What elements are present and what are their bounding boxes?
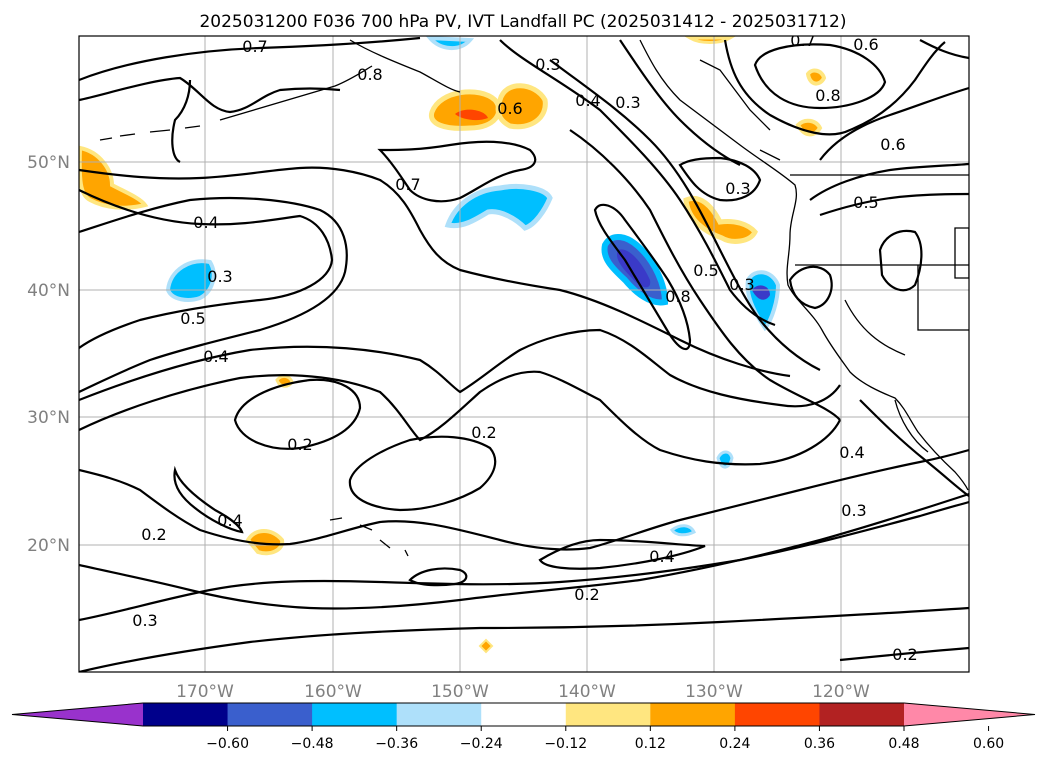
neg-patch — [745, 270, 781, 332]
colorbar-bin — [734, 703, 820, 726]
lat-labels: 50°N 40°N 30°N 20°N — [27, 153, 70, 556]
contour-labels: 0.7 0.8 0.3 0.6 0.4 0.3 0.7 0.6 0.8 0.6 … — [132, 31, 917, 664]
contour-label: 0.6 — [497, 99, 522, 118]
lat-label: 40°N — [27, 281, 70, 301]
colorbar-tick-label: −0.12 — [544, 736, 587, 752]
map-title: 2025031200 F036 700 hPa PV, IVT Landfall… — [199, 12, 846, 32]
contour-label: 0.3 — [207, 267, 232, 286]
contour-label: 0.2 — [471, 423, 496, 442]
pos-patch — [495, 83, 548, 130]
contour-label: 0.7 — [790, 31, 815, 50]
contour-label: 0.6 — [853, 35, 878, 54]
colorbar-tick-label: 0.48 — [888, 736, 919, 752]
colorbar: −0.60 −0.48 −0.36 −0.24 −0.12 0.12 0.24 0.36 0.4… — [11, 702, 1036, 752]
contour-label: 0.6 — [880, 135, 905, 154]
lat-label: 50°N — [27, 153, 70, 173]
colorbar-extend-min — [12, 703, 143, 726]
colorbar-tick-label: 0.12 — [635, 736, 666, 752]
colorbar-tick-label: 0.60 — [973, 736, 1004, 752]
contour-label: 0.4 — [839, 443, 864, 462]
pos-patch — [478, 638, 494, 654]
colorbar-tick-label: 0.36 — [804, 736, 835, 752]
pos-patch — [684, 36, 736, 44]
lon-label: 140°W — [558, 682, 616, 702]
contour-label: 0.2 — [574, 585, 599, 604]
pos-patch — [245, 529, 285, 556]
contour-label: 0.8 — [357, 65, 382, 84]
colorbar-bin — [819, 703, 905, 726]
contour-label: 0.4 — [217, 511, 242, 530]
pos-patch — [805, 68, 827, 86]
contour-label: 0.7 — [395, 175, 420, 194]
graticule — [79, 36, 969, 672]
contour-label: 0.3 — [725, 179, 750, 198]
contour-label: 0.4 — [193, 213, 218, 232]
colorbar-bin — [143, 703, 229, 726]
colorbar-tick-label: −0.24 — [460, 736, 503, 752]
contour-label: 0.3 — [535, 55, 560, 74]
colorbar-bin — [396, 703, 482, 726]
pos-patch — [683, 196, 758, 244]
colorbar-tick-label: −0.48 — [291, 736, 334, 752]
colorbar-tick-label: 0.24 — [719, 736, 750, 752]
lon-label: 120°W — [812, 682, 870, 702]
contour-label: 0.2 — [287, 435, 312, 454]
colorbar-outline — [11, 702, 1036, 727]
contour-label: 0.7 — [242, 37, 267, 56]
contour-label: 0.4 — [649, 547, 674, 566]
colorbar-tick-label: −0.60 — [206, 736, 249, 752]
colorbar-bin — [481, 703, 567, 726]
contour-label: 0.4 — [575, 91, 600, 110]
contour-label: 0.2 — [892, 645, 917, 664]
colorbar-tick-label: −0.36 — [375, 736, 418, 752]
map-area: 0.7 0.8 0.3 0.6 0.4 0.3 0.7 0.6 0.8 0.6 … — [79, 31, 969, 672]
colorbar-bin — [312, 703, 398, 726]
map-frame — [78, 35, 970, 673]
contour-label: 0.5 — [180, 309, 205, 328]
contour-label: 0.5 — [693, 261, 718, 280]
neg-patch-dark — [752, 285, 770, 300]
neg-patch — [669, 524, 697, 537]
colorbar-extend-max — [904, 703, 1035, 726]
pv-contours — [79, 36, 969, 672]
neg-patch — [444, 183, 553, 231]
colorbar-bin — [227, 703, 313, 726]
contour-label: 0.8 — [815, 86, 840, 105]
lon-label: 130°W — [685, 682, 743, 702]
contour-label: 0.3 — [132, 611, 157, 630]
lat-label: 20°N — [27, 536, 70, 556]
lat-label: 30°N — [27, 408, 70, 428]
colorbar-bin — [565, 703, 651, 726]
lon-label: 170°W — [176, 682, 234, 702]
colorbar-bin — [650, 703, 736, 726]
pos-patch-strong — [455, 109, 488, 121]
contour-label: 0.3 — [729, 275, 754, 294]
contour-label: 0.5 — [853, 193, 878, 212]
contour-label: 0.3 — [841, 501, 866, 520]
contour-label: 0.3 — [615, 93, 640, 112]
contour-label: 0.8 — [665, 287, 690, 306]
lon-label: 150°W — [431, 682, 489, 702]
lon-labels: 170°W 160°W 150°W 140°W 130°W 120°W — [176, 682, 870, 702]
lon-label: 160°W — [304, 682, 362, 702]
contour-label: 0.4 — [203, 347, 228, 366]
contour-label: 0.2 — [141, 525, 166, 544]
